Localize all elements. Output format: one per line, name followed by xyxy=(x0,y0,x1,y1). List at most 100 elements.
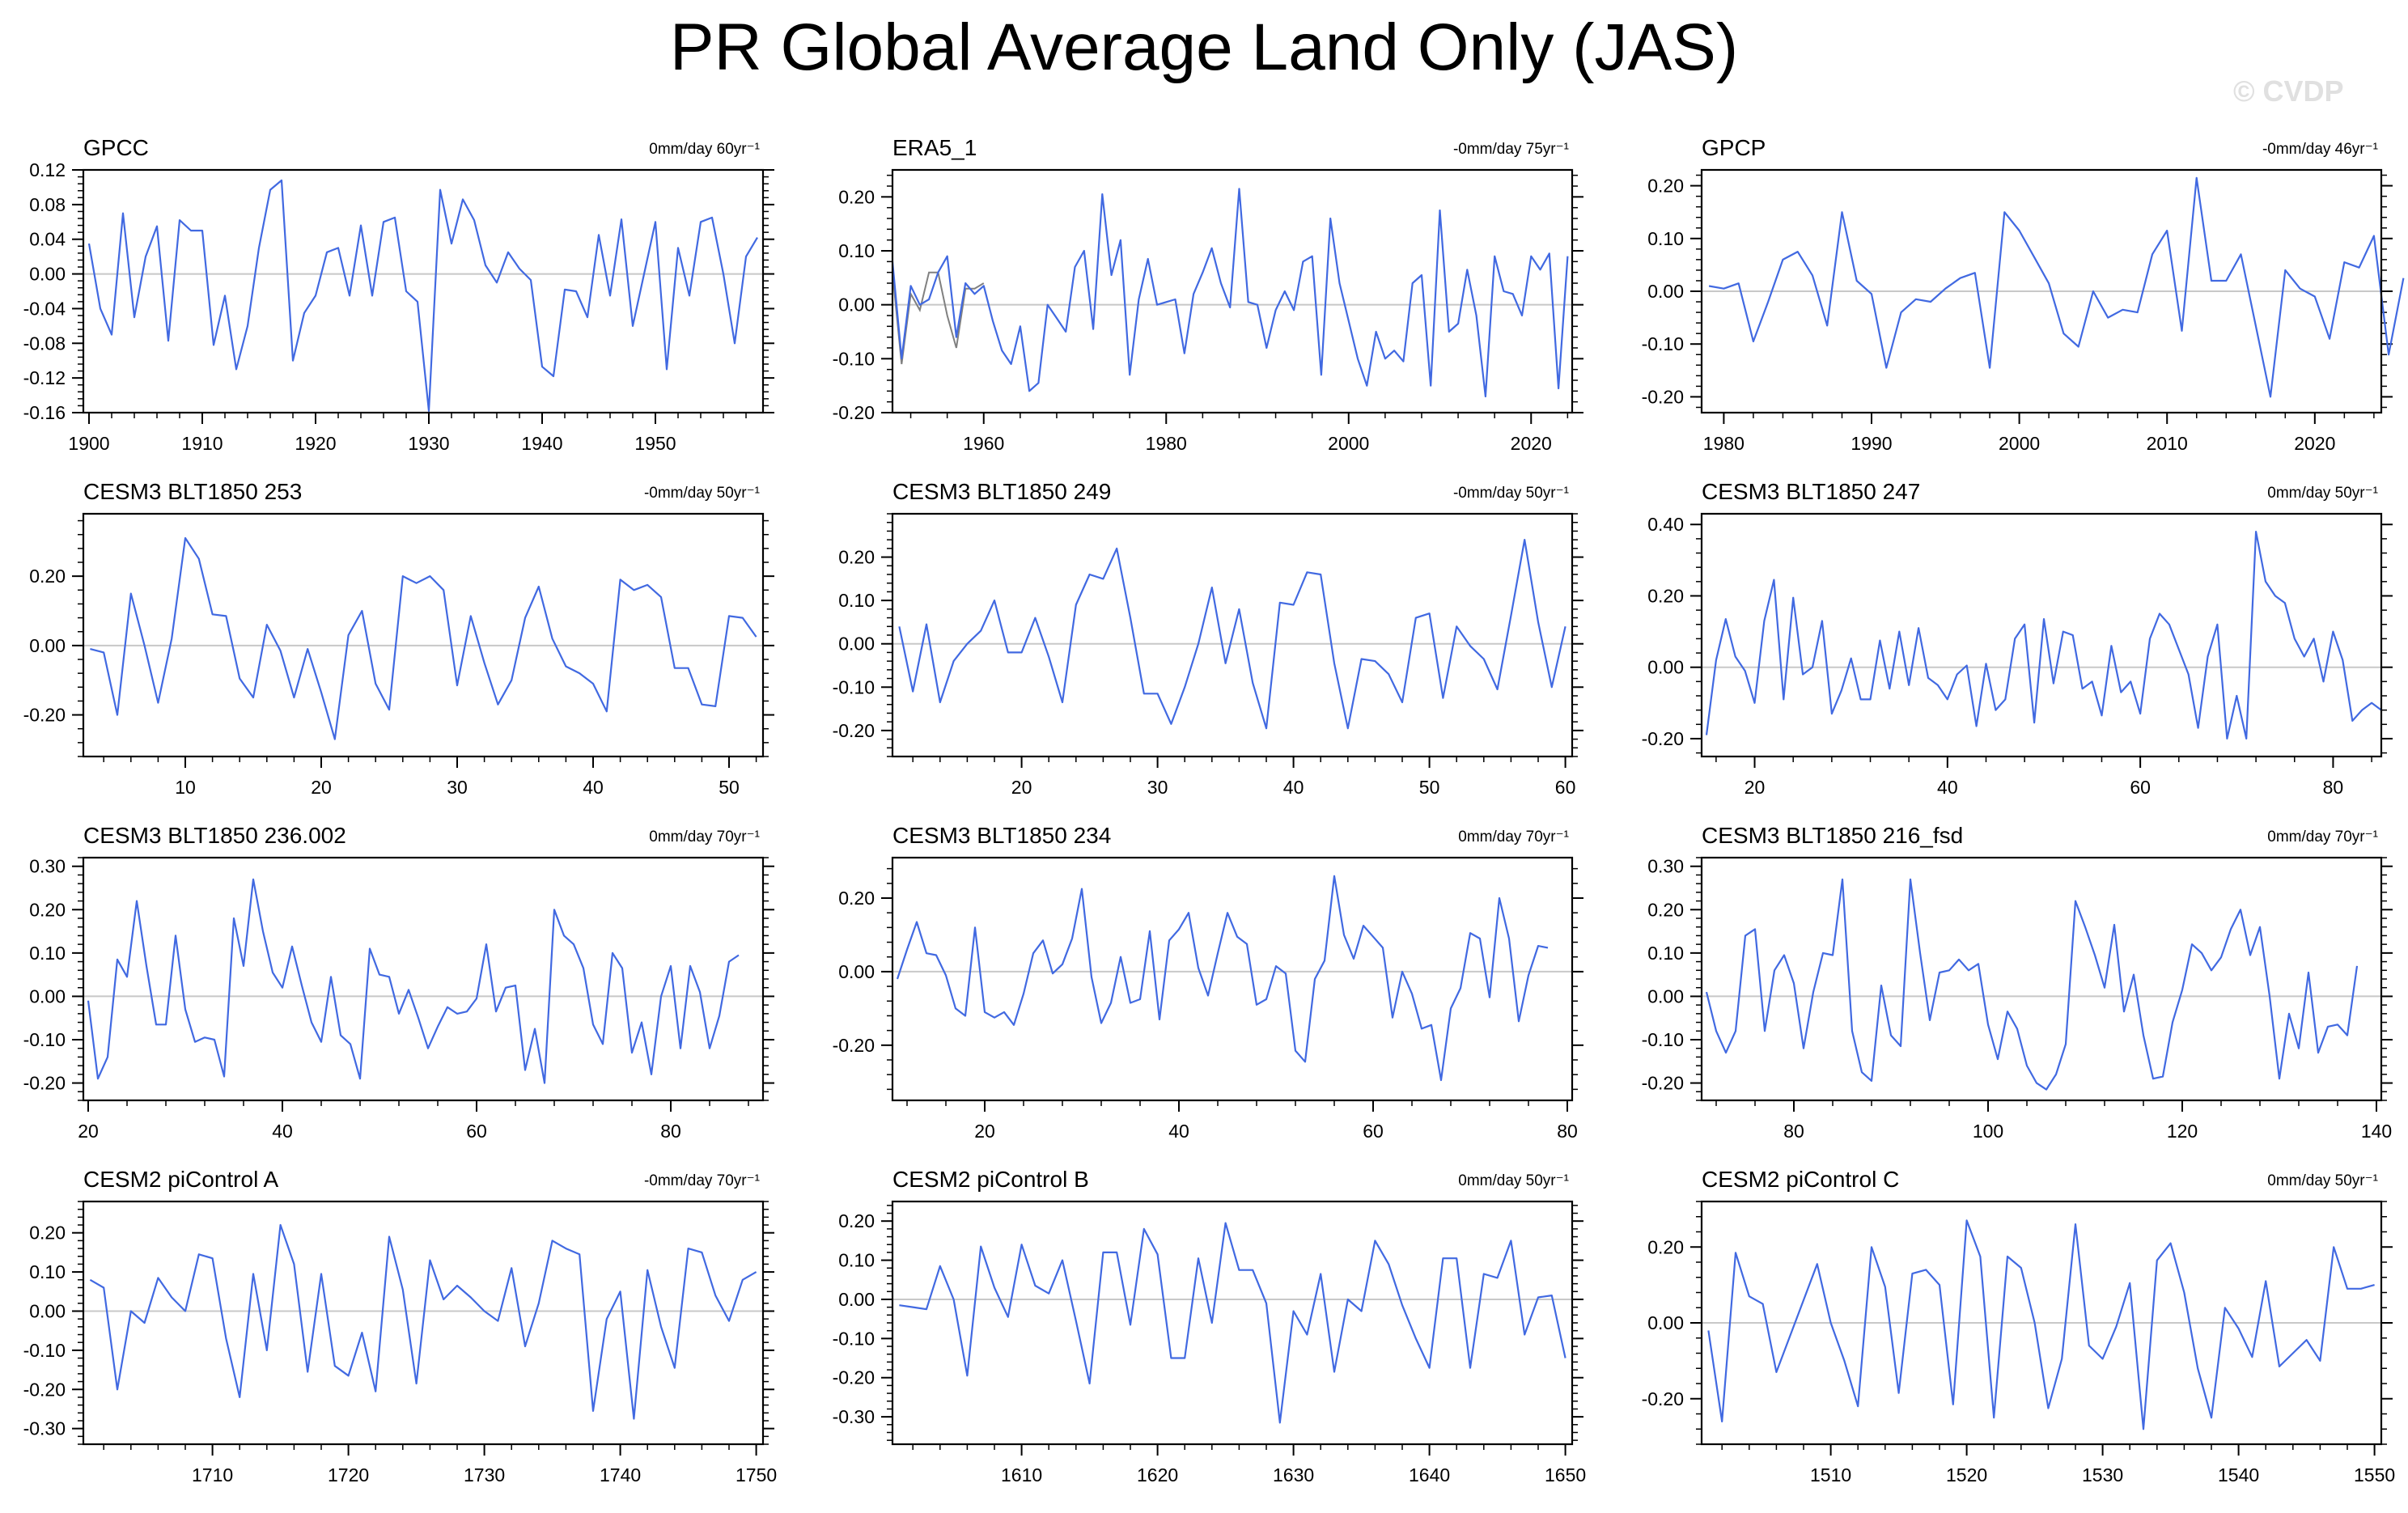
y-tick-label: 0.00 xyxy=(29,635,66,656)
panel-title: ERA5_1 xyxy=(892,135,977,160)
plot-frame xyxy=(891,512,1574,758)
chart-panel: GPCC 0mm/day 60yr⁻¹ -0.16 -0.12 -0.08 -0.04 0.… xyxy=(23,135,774,454)
y-tick-label: -0.30 xyxy=(833,1406,875,1427)
x-tick-label: 1610 xyxy=(1001,1464,1042,1485)
plot-frame xyxy=(891,856,1574,1102)
plot-frame xyxy=(82,1200,765,1446)
y-tick-label: 0.00 xyxy=(29,1300,66,1321)
series-line xyxy=(87,878,740,1084)
y-tick-label: 0.00 xyxy=(29,264,66,285)
plot-frame xyxy=(1700,168,2383,414)
y-tick-label: 0.30 xyxy=(29,856,66,877)
x-tick-label: 1540 xyxy=(2218,1464,2259,1485)
chart-panel: CESM2 piControl A -0mm/day 70yr⁻¹ -0.30 -0.… xyxy=(23,1167,778,1485)
panel-stats: -0mm/day 50yr⁻¹ xyxy=(644,485,760,502)
x-tick-label: 80 xyxy=(1783,1121,1804,1142)
x-tick-label: 20 xyxy=(1011,777,1032,798)
x-tick-label: 1510 xyxy=(1810,1464,1851,1485)
x-tick-label: 20 xyxy=(78,1121,99,1142)
y-tick-label: -0.10 xyxy=(23,1029,66,1050)
series-line xyxy=(1705,878,2359,1091)
panel-title: CESM3 BLT1850 234 xyxy=(892,823,1111,848)
x-tick-label: 1620 xyxy=(1137,1464,1178,1485)
x-tick-label: 2020 xyxy=(2294,433,2335,454)
panel-stats: 0mm/day 70yr⁻¹ xyxy=(649,829,760,846)
plot-frame xyxy=(891,1200,1574,1446)
y-tick-label: 0.12 xyxy=(29,159,66,180)
plot-frame xyxy=(1700,856,2383,1102)
panel-stats: 0mm/day 60yr⁻¹ xyxy=(649,141,760,158)
y-tick-label: 0.10 xyxy=(1647,943,1684,964)
y-tick-label: -0.20 xyxy=(833,402,875,423)
y-tick-label: 0.20 xyxy=(29,899,66,920)
chart-panel: CESM2 piControl C 0mm/day 50yr⁻¹ -0.20 0.00… xyxy=(1642,1167,2396,1485)
x-tick-label: 1900 xyxy=(68,433,109,454)
y-tick-label: 0.00 xyxy=(1647,985,1684,1007)
chart-panel: CESM3 BLT1850 253 -0mm/day 50yr⁻¹ -0.20 0.0… xyxy=(23,479,774,798)
y-tick-label: 0.20 xyxy=(29,566,66,587)
y-tick-label: -0.20 xyxy=(1642,1388,1684,1409)
series-line xyxy=(899,1222,1566,1424)
y-tick-label: -0.10 xyxy=(1642,1029,1684,1050)
y-tick-label: -0.30 xyxy=(23,1418,66,1439)
panel-stats: 0mm/day 50yr⁻¹ xyxy=(2267,485,2378,502)
y-tick-label: 0.30 xyxy=(1647,856,1684,877)
plot-frame xyxy=(1700,1200,2383,1446)
y-tick-label: -0.20 xyxy=(23,1073,66,1094)
y-tick-label: -0.20 xyxy=(23,705,66,726)
x-tick-label: 1980 xyxy=(1703,433,1745,454)
panel-title: CESM3 BLT1850 253 xyxy=(83,479,302,504)
y-tick-label: 0.20 xyxy=(1647,1236,1684,1257)
x-tick-label: 1930 xyxy=(408,433,449,454)
series-line xyxy=(896,875,1549,1082)
x-tick-label: 1730 xyxy=(464,1464,505,1485)
panel-stats: 0mm/day 70yr⁻¹ xyxy=(1458,829,1569,846)
y-tick-label: -0.20 xyxy=(1642,386,1684,407)
x-tick-label: 1910 xyxy=(181,433,223,454)
x-tick-label: 1980 xyxy=(1146,433,1187,454)
panel-stats: -0mm/day 75yr⁻¹ xyxy=(1453,141,1569,158)
panel-stats: -0mm/day 50yr⁻¹ xyxy=(1453,485,1569,502)
y-tick-label: 0.10 xyxy=(838,240,875,261)
x-tick-label: 2000 xyxy=(1999,433,2040,454)
chart-panel: GPCP -0mm/day 46yr⁻¹ -0.20 -0.10 0.00 0.10 0.2… xyxy=(1642,135,2405,454)
plot-frame xyxy=(82,512,765,758)
y-tick-label: 0.00 xyxy=(838,295,875,316)
x-tick-label: 20 xyxy=(1745,777,1766,798)
x-tick-label: 1960 xyxy=(963,433,1004,454)
x-tick-label: 1990 xyxy=(1851,433,1892,454)
panel-title: CESM2 piControl C xyxy=(1702,1167,1899,1192)
x-tick-label: 10 xyxy=(175,777,196,798)
x-tick-label: 1720 xyxy=(328,1464,369,1485)
y-tick-label: 0.04 xyxy=(29,229,66,250)
panel-stats: -0mm/day 70yr⁻¹ xyxy=(644,1172,760,1189)
chart-panel: CESM3 BLT1850 247 0mm/day 50yr⁻¹ -0.20 0.00… xyxy=(1642,479,2393,798)
x-tick-label: 80 xyxy=(1557,1121,1578,1142)
y-tick-label: -0.10 xyxy=(833,676,875,697)
y-tick-label: -0.20 xyxy=(1642,1073,1684,1094)
panel-title: GPCC xyxy=(83,135,149,160)
y-tick-label: 0.20 xyxy=(1647,585,1684,606)
y-tick-label: 0.20 xyxy=(838,888,875,909)
y-tick-label: -0.10 xyxy=(833,348,875,369)
x-tick-label: 50 xyxy=(719,777,740,798)
x-tick-label: 1520 xyxy=(1946,1464,1987,1485)
x-tick-label: 140 xyxy=(2361,1121,2392,1142)
x-tick-label: 1950 xyxy=(634,433,676,454)
x-tick-label: 40 xyxy=(1283,777,1304,798)
chart-panel: CESM3 BLT1850 236.002 0mm/day 70yr⁻¹ -0.20… xyxy=(23,823,774,1142)
plot-frame xyxy=(82,856,765,1102)
panel-title: CESM2 piControl B xyxy=(892,1167,1089,1192)
y-tick-label: 0.00 xyxy=(1647,657,1684,678)
series-line xyxy=(898,538,1566,730)
panel-stats: 0mm/day 50yr⁻¹ xyxy=(1458,1172,1569,1189)
y-tick-label: -0.08 xyxy=(23,333,66,354)
x-tick-label: 50 xyxy=(1419,777,1440,798)
panel-stats: 0mm/day 50yr⁻¹ xyxy=(2267,1172,2378,1189)
y-tick-label: 0.10 xyxy=(29,943,66,964)
chart-panel: CESM3 BLT1850 234 0mm/day 70yr⁻¹ -0.20 0.00… xyxy=(833,823,1583,1142)
y-tick-label: 0.20 xyxy=(1647,176,1684,197)
x-tick-label: 1530 xyxy=(2082,1464,2123,1485)
y-tick-label: 0.10 xyxy=(29,1261,66,1282)
y-tick-label: 0.00 xyxy=(838,961,875,982)
